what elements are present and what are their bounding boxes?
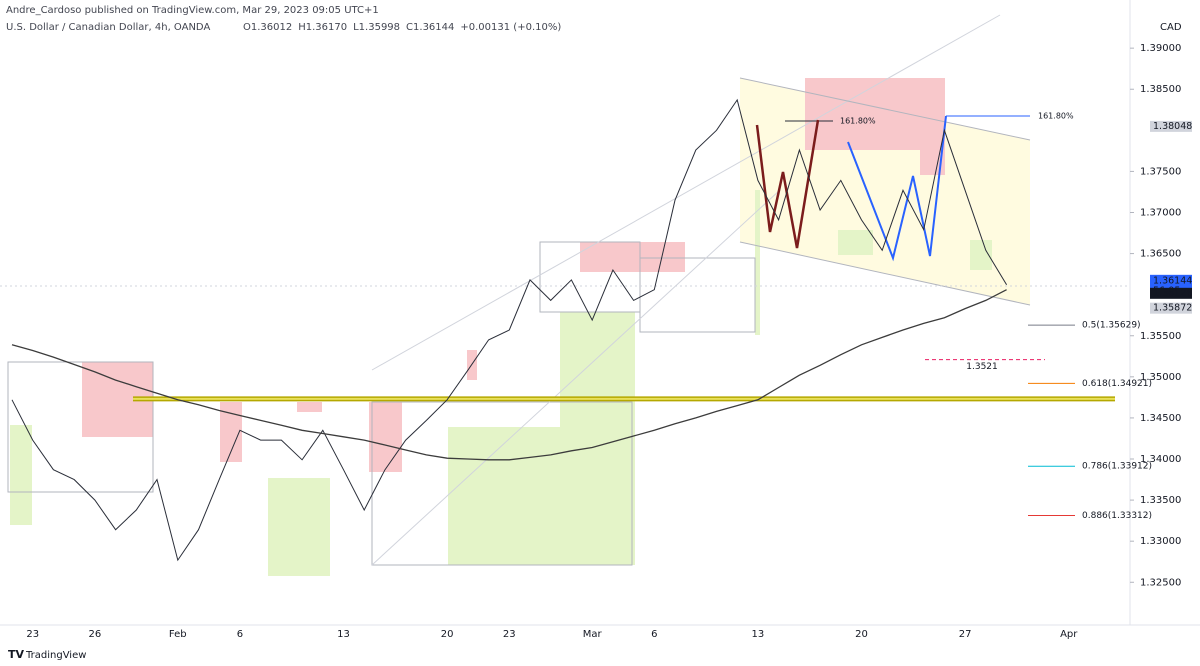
w-pattern	[755, 119, 820, 249]
extension-label: 161.80%	[840, 117, 876, 126]
ohlc-value: C1.36144	[406, 22, 454, 33]
x-tick-label: Feb	[169, 629, 187, 640]
price-label-box	[1150, 302, 1192, 314]
y-tick-label: 1.37500	[1140, 166, 1181, 177]
demand-zone	[838, 230, 873, 255]
y-tick-label: 1.39000	[1140, 43, 1181, 54]
moving-average	[11, 289, 1007, 461]
y-tick-label: 1.34000	[1140, 454, 1181, 465]
x-tick-label: Apr	[1060, 629, 1078, 640]
supply-zone	[297, 402, 322, 412]
fib-label: 0.5(1.35629)	[1082, 321, 1141, 331]
x-tick-label: 27	[959, 629, 972, 640]
demand-zone	[970, 240, 992, 270]
price-label-box	[1150, 120, 1192, 132]
w-pattern	[847, 115, 947, 262]
supply-zone	[369, 402, 402, 472]
x-tick-label: 20	[441, 629, 454, 640]
supply-zone	[220, 402, 242, 462]
price-label-box	[1150, 287, 1192, 299]
y-tick-label: 1.34500	[1140, 413, 1181, 424]
price-line	[11, 98, 1008, 562]
x-tick-label: 26	[89, 629, 102, 640]
range-box	[371, 401, 633, 566]
zones	[10, 78, 1030, 576]
supply-zone	[580, 242, 685, 272]
x-tick-label: 13	[752, 629, 765, 640]
range-box	[7, 361, 154, 493]
channel-line	[739, 77, 1031, 141]
brand-name: TradingView	[25, 650, 86, 661]
brand: TV TradingView	[8, 648, 86, 661]
price-label: 1.35872	[1153, 303, 1192, 314]
fib-label: 0.618(1.34921)	[1082, 379, 1152, 389]
demand-zone	[10, 425, 32, 525]
published-line: Andre_Cardoso published on TradingView.c…	[6, 5, 379, 16]
channel-line	[739, 241, 1031, 306]
brand-logo: TV	[8, 648, 25, 661]
symbol-title: U.S. Dollar / Canadian Dollar, 4h, OANDA	[6, 22, 210, 33]
y-tick-label: 1.37000	[1140, 207, 1181, 218]
y-tick-label: 1.36500	[1140, 249, 1181, 260]
price-label: 1.38048	[1153, 121, 1192, 132]
range-box	[639, 257, 756, 333]
x-tick-label: 23	[503, 629, 516, 640]
x-tick-label: 13	[337, 629, 350, 640]
demand-zone	[755, 190, 760, 335]
fib-label: 0.886(1.33312)	[1082, 511, 1152, 521]
x-tick-label: Mar	[583, 629, 603, 640]
y-tick-label: 1.32500	[1140, 577, 1181, 588]
currency: CAD	[1160, 22, 1182, 33]
price-label: 1.36126	[1153, 288, 1192, 299]
ohlc-value: L1.35998	[353, 22, 400, 33]
y-tick-label: 1.35000	[1140, 372, 1181, 383]
ohlc-value: H1.36170	[298, 22, 347, 33]
x-tick-label: 6	[651, 629, 657, 640]
price-label: 1.36144	[1153, 275, 1192, 286]
fib-label: 0.786(1.33912)	[1082, 462, 1152, 472]
channel-line	[371, 189, 781, 566]
x-tick-label: 23	[26, 629, 39, 640]
y-tick-label: 1.35500	[1140, 331, 1181, 342]
target-label: 1.3521	[966, 362, 998, 372]
demand-zone	[268, 478, 330, 576]
ohlc-value: +0.00131 (+0.10%)	[460, 22, 561, 33]
extension-label: 161.80%	[1038, 112, 1074, 121]
ohlc-value: O1.36012	[243, 22, 292, 33]
x-tick-label: 6	[237, 629, 243, 640]
y-tick-label: 1.33500	[1140, 495, 1181, 506]
y-tick-label: 1.33000	[1140, 536, 1181, 547]
channel-line	[371, 14, 1001, 371]
x-tick-label: 20	[855, 629, 868, 640]
y-tick-label: 1.38500	[1140, 84, 1181, 95]
